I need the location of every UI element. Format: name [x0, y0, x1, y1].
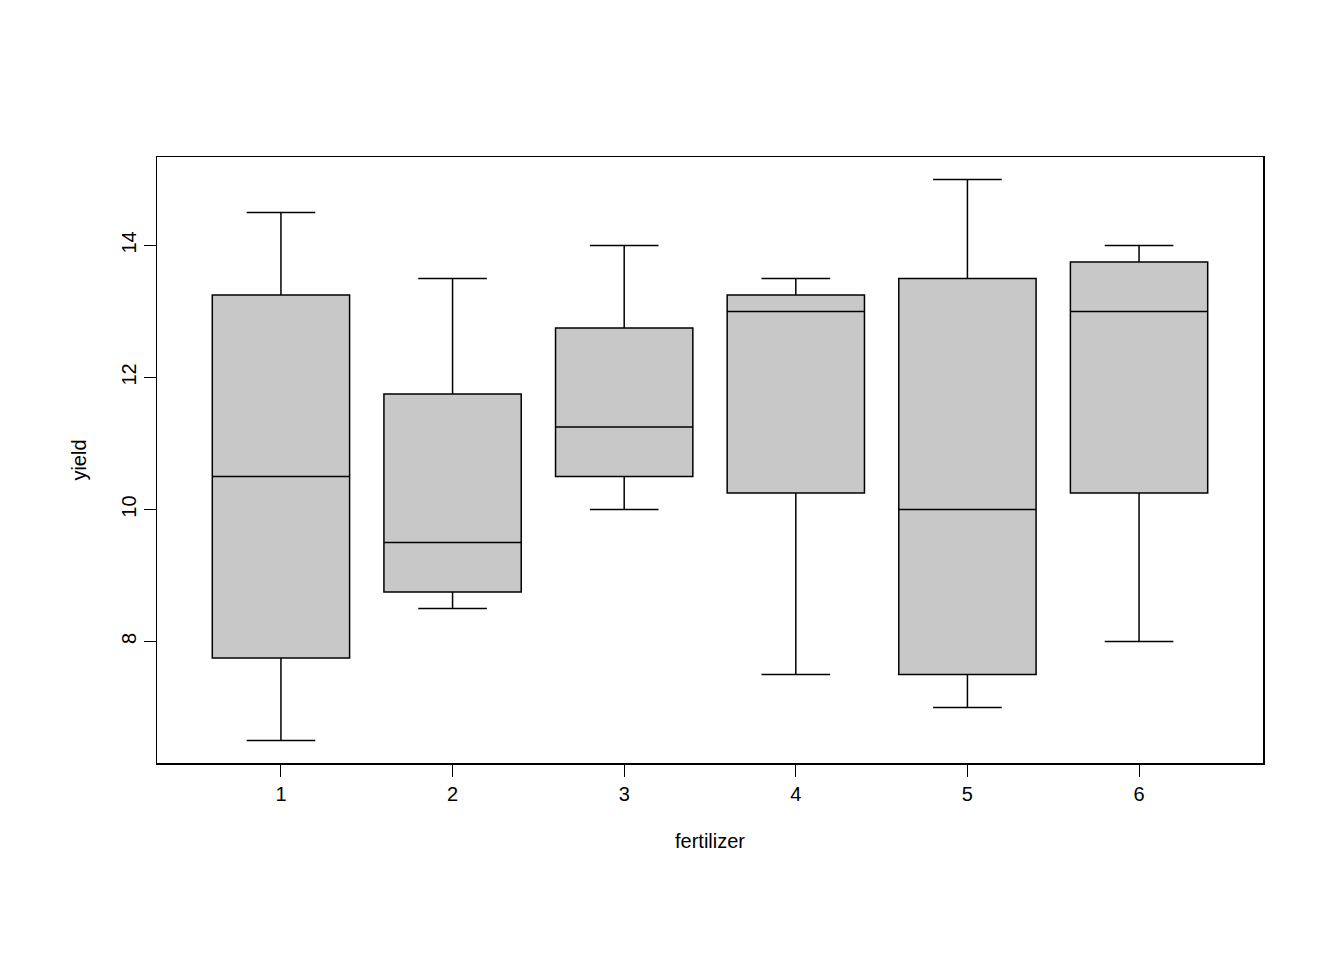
svg-text:8: 8 — [118, 633, 140, 644]
svg-text:10: 10 — [118, 495, 140, 517]
svg-text:3: 3 — [619, 783, 630, 805]
svg-text:4: 4 — [790, 783, 801, 805]
svg-text:yield: yield — [68, 439, 90, 480]
svg-text:14: 14 — [118, 231, 140, 253]
svg-text:fertilizer: fertilizer — [675, 830, 745, 852]
svg-text:5: 5 — [962, 783, 973, 805]
svg-text:12: 12 — [118, 363, 140, 385]
svg-text:2: 2 — [447, 783, 458, 805]
svg-text:1: 1 — [275, 783, 286, 805]
svg-text:6: 6 — [1133, 783, 1144, 805]
